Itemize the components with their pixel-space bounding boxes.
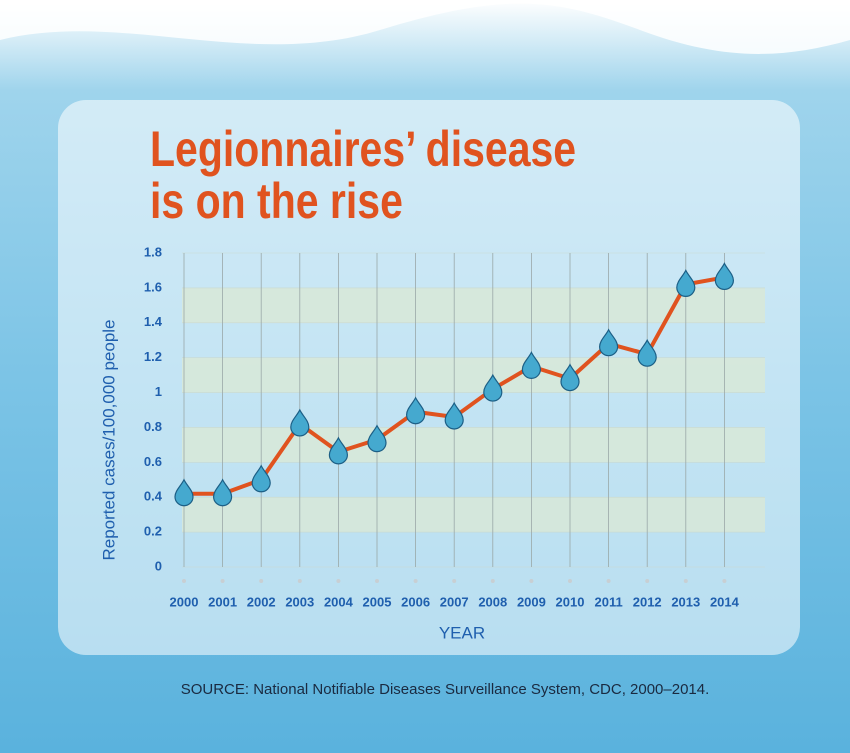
x-axis-label: YEAR — [439, 623, 485, 642]
x-tick-label: 2002 — [247, 594, 276, 609]
drop-marker — [483, 373, 503, 402]
grid-band — [182, 427, 765, 463]
x-tick-label: 2003 — [285, 594, 314, 609]
drop-marker — [405, 396, 426, 425]
drop-marker — [212, 478, 233, 507]
x-tick-dot — [297, 579, 302, 583]
y-tick-label: 0 — [155, 558, 162, 573]
chart-title: Legionnaires’ disease — [150, 121, 576, 177]
x-tick-dot — [375, 579, 379, 583]
x-tick-label: 2001 — [208, 594, 237, 609]
water-surface — [0, 0, 850, 54]
drop-marker — [174, 478, 194, 507]
drop-marker — [367, 424, 387, 453]
x-tick-label: 2014 — [710, 594, 740, 609]
drop-marker — [714, 262, 735, 291]
x-tick-label: 2004 — [324, 594, 354, 609]
x-tick-dot — [220, 579, 225, 583]
x-tick-dot — [529, 579, 534, 583]
y-tick-label: 1.2 — [144, 349, 162, 364]
x-tick-dot — [259, 579, 264, 583]
grid-band — [182, 287, 765, 323]
x-tick-label: 2009 — [517, 594, 546, 609]
y-tick-label: 0.6 — [144, 454, 162, 469]
source-note: SOURCE: National Notifiable Diseases Sur… — [181, 681, 710, 698]
drop-marker — [521, 351, 542, 379]
x-tick-dot — [568, 579, 572, 583]
x-tick-label: 2010 — [556, 594, 585, 609]
x-tick-dot — [490, 579, 495, 583]
y-tick-label: 0.8 — [144, 419, 162, 434]
drop-marker — [444, 401, 464, 430]
x-tick-label: 2012 — [633, 594, 662, 609]
y-tick-label: 1.4 — [144, 314, 163, 329]
x-tick-label: 2000 — [170, 594, 199, 609]
x-tick-dot — [645, 579, 650, 583]
x-tick-dot — [722, 579, 727, 583]
drop-marker — [560, 363, 580, 392]
y-tick-label: 1 — [155, 384, 162, 399]
x-tick-label: 2005 — [363, 594, 392, 609]
drop-marker — [598, 328, 619, 357]
drop-marker — [637, 338, 657, 367]
x-tick-label: 2011 — [594, 594, 622, 609]
chart-title: is on the rise — [150, 173, 403, 229]
drop-marker — [251, 464, 271, 493]
y-tick-label: 1.8 — [144, 244, 162, 259]
drop-marker — [290, 408, 310, 437]
y-axis-label: Reported cases/100,000 people — [99, 319, 118, 560]
grid-band — [182, 357, 765, 393]
x-tick-dot — [182, 579, 186, 583]
y-tick-label: 0.2 — [144, 524, 162, 539]
y-tick-label: 0.4 — [144, 489, 163, 504]
x-tick-dot — [683, 579, 688, 583]
x-tick-dot — [413, 579, 418, 583]
x-tick-label: 2013 — [671, 594, 700, 609]
x-tick-dot — [336, 579, 341, 583]
y-tick-label: 1.6 — [144, 279, 162, 294]
x-tick-dot — [606, 579, 611, 583]
x-tick-label: 2008 — [478, 594, 507, 609]
grid-band — [182, 497, 765, 533]
x-tick-label: 2006 — [401, 594, 430, 609]
x-tick-label: 2007 — [440, 594, 469, 609]
drop-marker — [328, 436, 349, 465]
x-tick-dot — [452, 579, 457, 583]
drop-marker — [676, 269, 696, 297]
